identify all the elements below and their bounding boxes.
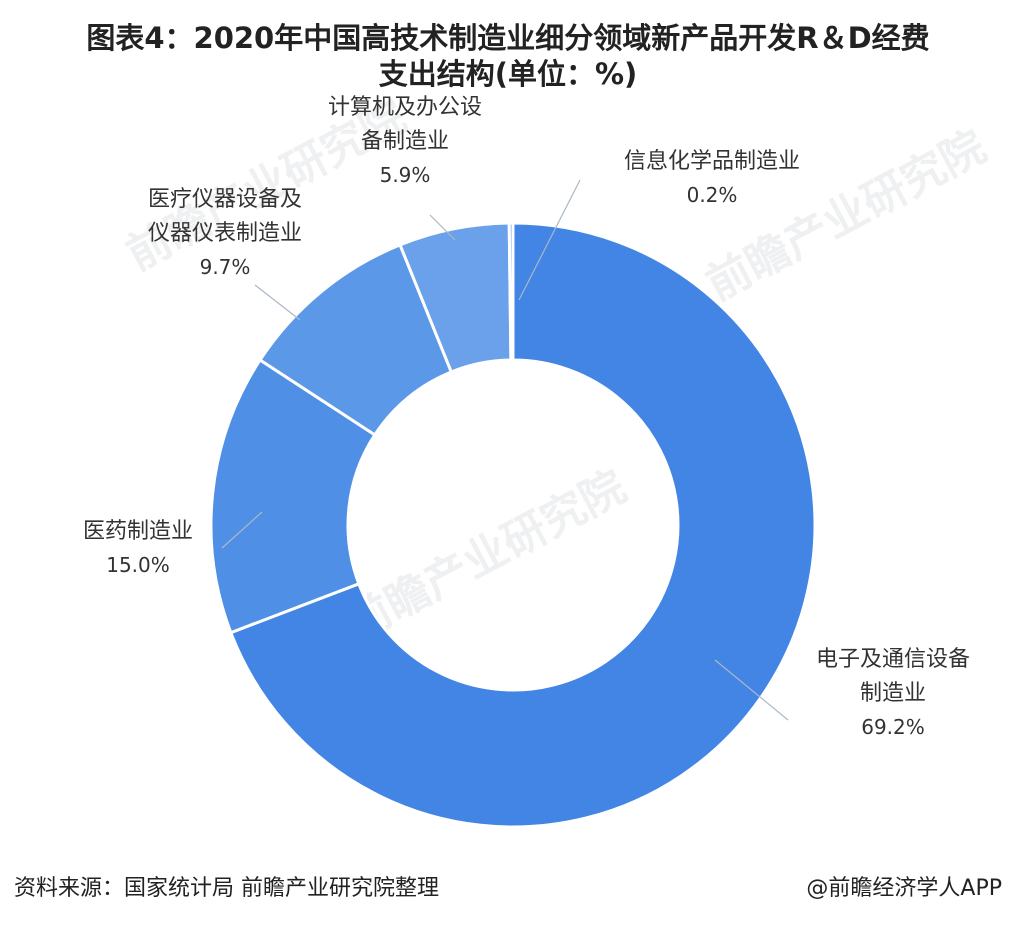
- slice-1-leader-line: [714, 659, 789, 721]
- credit-note: @前瞻经济学人APP: [806, 876, 1002, 901]
- slice-5-label-line-1: 信息化学品制造业: [624, 149, 800, 174]
- chart-title-line-2: 支出结构(单位：%): [378, 57, 638, 91]
- slice-3-percent-label: 9.7%: [200, 255, 251, 279]
- slice-2-leader-line: [221, 511, 263, 549]
- slice-2-arc: [209, 357, 377, 635]
- slice-3-label-line-2: 仪器仪表制造业: [148, 221, 302, 246]
- slices-group: [209, 221, 817, 829]
- slice-3-label-line-1: 医疗仪器设备及: [148, 187, 302, 212]
- slice-1-percent-label: 69.2%: [861, 715, 925, 739]
- slice-4-percent-label: 5.9%: [380, 163, 431, 187]
- slice-1-arc: [228, 221, 817, 829]
- slice-2-label-line-1: 医药制造业: [83, 519, 193, 544]
- slice-4-label-line-1: 计算机及办公设: [328, 95, 482, 120]
- slice-4-leader-line: [429, 214, 456, 241]
- slice-2-percent-label: 15.0%: [106, 553, 170, 577]
- slice-1-label-line-1: 电子及通信设备: [816, 647, 970, 672]
- slice-4-label-line-2: 备制造业: [361, 129, 449, 154]
- slice-5-percent-label: 0.2%: [687, 183, 738, 207]
- slice-5-leader-line: [518, 179, 581, 301]
- slice-3-leader-line: [254, 284, 301, 321]
- leader-lines-group: [221, 179, 789, 721]
- chart-title: 图表4：2020年中国高技术制造业细分领域新产品开发R＆D经费 支出结构(单位：…: [0, 20, 1016, 92]
- chart-title-line-1: 图表4：2020年中国高技术制造业细分领域新产品开发R＆D经费: [86, 21, 930, 55]
- slice-5-arc: [507, 221, 515, 362]
- source-note: 资料来源：国家统计局 前瞻产业研究院整理: [14, 876, 439, 901]
- slice-1-label-line-2: 制造业: [860, 681, 926, 706]
